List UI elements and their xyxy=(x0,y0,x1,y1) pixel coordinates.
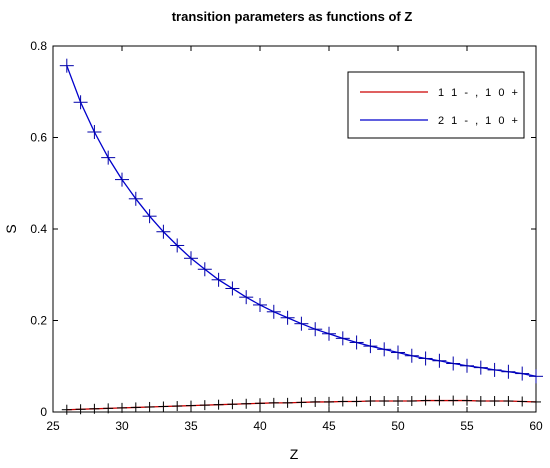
data-point xyxy=(101,150,116,165)
data-point xyxy=(404,348,419,363)
data-point xyxy=(103,403,114,414)
y-axis-label: S xyxy=(3,224,19,233)
y-tick-label: 0.2 xyxy=(30,314,47,328)
x-tick-label: 50 xyxy=(391,419,405,433)
data-point xyxy=(351,396,362,407)
data-point xyxy=(418,351,433,366)
data-point xyxy=(296,397,307,408)
data-point xyxy=(268,397,279,408)
data-point xyxy=(531,396,541,407)
data-point xyxy=(128,191,143,206)
data-point xyxy=(310,396,321,407)
data-point xyxy=(61,404,72,415)
data-point xyxy=(156,224,171,239)
data-point xyxy=(308,322,323,337)
data-point xyxy=(434,395,445,406)
data-point xyxy=(172,401,183,412)
data-point xyxy=(266,304,281,319)
y-tick-label: 0.6 xyxy=(30,131,47,145)
x-tick-label: 60 xyxy=(529,419,543,433)
data-point xyxy=(503,396,514,407)
y-tick-label: 0.8 xyxy=(30,39,47,53)
data-point xyxy=(239,290,254,305)
data-point xyxy=(448,395,459,406)
data-point xyxy=(473,360,488,375)
axis-ticks: 25 30 35 40 45 50 55 60 0 0.2 0.4 0.6 0.8 xyxy=(30,39,543,433)
data-point xyxy=(529,369,543,384)
data-point xyxy=(255,398,265,409)
x-tick-label: 25 xyxy=(46,419,60,433)
data-point xyxy=(227,399,238,410)
x-axis-label: Z xyxy=(290,446,299,462)
data-point xyxy=(393,396,403,407)
x-tick-label: 35 xyxy=(184,419,198,433)
data-point xyxy=(197,262,212,277)
series-markers xyxy=(59,58,543,415)
data-point xyxy=(184,251,198,266)
data-point xyxy=(186,400,196,411)
legend: 1 1 - , 1 0 + 2 1 - , 1 0 + xyxy=(347,71,525,139)
data-point xyxy=(130,402,141,413)
legend-label-series-0: 1 1 - , 1 0 + xyxy=(438,87,520,99)
x-tick-label: 45 xyxy=(322,419,336,433)
data-point xyxy=(501,364,516,379)
data-point xyxy=(391,345,405,360)
data-point xyxy=(377,342,392,357)
x-tick-label: 55 xyxy=(460,419,474,433)
data-point xyxy=(211,272,226,287)
data-point xyxy=(335,331,350,346)
data-point xyxy=(199,400,210,411)
data-point xyxy=(337,396,348,407)
data-point xyxy=(517,396,528,407)
data-point xyxy=(460,358,474,373)
data-point xyxy=(144,401,155,412)
data-point xyxy=(324,396,334,407)
legend-box xyxy=(347,71,525,139)
data-point xyxy=(365,396,376,407)
x-tick-label: 30 xyxy=(115,419,129,433)
x-tick-label: 40 xyxy=(253,419,267,433)
data-point xyxy=(87,125,102,140)
data-point xyxy=(241,398,252,409)
data-point xyxy=(515,366,530,381)
data-point xyxy=(158,401,169,412)
data-point xyxy=(73,95,88,110)
data-point xyxy=(406,396,417,407)
data-point xyxy=(446,356,461,371)
y-tick-label: 0.4 xyxy=(30,222,47,236)
data-point xyxy=(117,402,127,413)
data-point xyxy=(59,58,74,73)
data-point xyxy=(89,403,100,414)
data-point xyxy=(487,362,502,377)
legend-label-series-1: 2 1 - , 1 0 + xyxy=(438,115,520,127)
data-point xyxy=(363,339,378,354)
data-point xyxy=(142,209,157,224)
data-point xyxy=(280,310,295,325)
data-point xyxy=(170,238,185,253)
data-point xyxy=(432,353,447,368)
y-tick-label: 0 xyxy=(40,405,47,419)
data-point xyxy=(475,396,486,407)
data-point xyxy=(213,399,224,410)
chart-title: transition parameters as functions of Z xyxy=(172,9,413,24)
data-point xyxy=(379,396,390,407)
data-point xyxy=(225,281,240,296)
data-point xyxy=(115,172,129,187)
data-point xyxy=(253,297,267,312)
data-point xyxy=(349,335,364,350)
data-point xyxy=(75,404,86,415)
data-point xyxy=(322,326,336,341)
data-point xyxy=(294,316,309,331)
data-point xyxy=(489,396,500,407)
data-point xyxy=(462,395,472,406)
data-point xyxy=(420,395,431,406)
data-point xyxy=(282,397,293,408)
